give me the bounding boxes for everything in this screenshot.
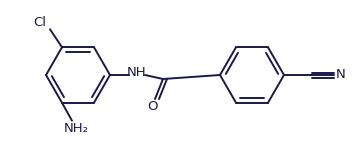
- Text: Cl: Cl: [34, 16, 46, 29]
- Text: NH: NH: [127, 67, 147, 79]
- Text: N: N: [336, 68, 346, 81]
- Text: NH₂: NH₂: [63, 122, 88, 135]
- Text: O: O: [147, 100, 157, 114]
